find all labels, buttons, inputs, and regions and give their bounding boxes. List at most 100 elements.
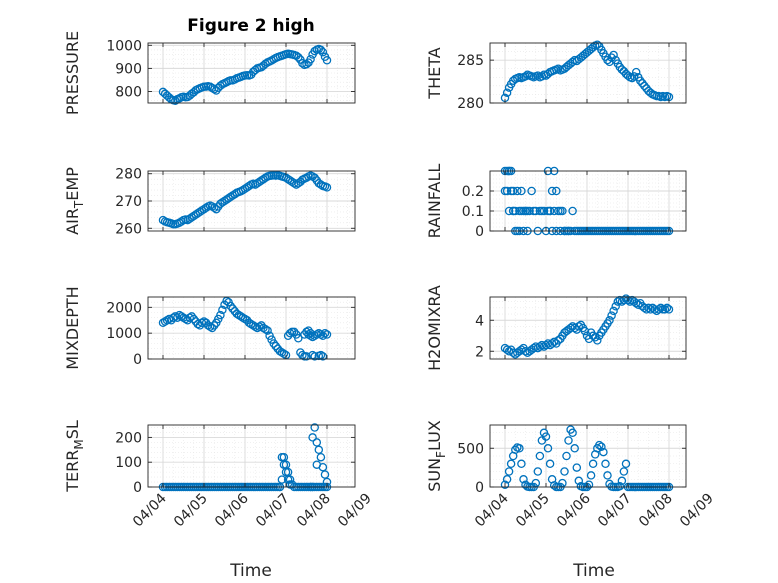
data-point (631, 67, 641, 77)
subplot-h2omixra: 2 4 H2OMIXRA (425, 285, 687, 371)
data-point (580, 326, 590, 336)
y-tick-label: 500 (457, 441, 484, 457)
data-point (302, 173, 311, 183)
data-point (517, 459, 526, 469)
data-point (173, 313, 182, 322)
data-series-theta (500, 40, 674, 103)
data-point (322, 330, 332, 339)
data-point (500, 480, 510, 489)
data-point (627, 73, 637, 83)
x-axis-label-left: Time (229, 561, 272, 581)
data-point (294, 334, 303, 343)
data-point (279, 460, 289, 469)
data-point (508, 348, 518, 358)
data-point (545, 459, 555, 469)
data-point (267, 56, 276, 65)
data-point (310, 46, 319, 56)
data-point (316, 330, 326, 339)
data-point (552, 186, 561, 196)
data-point (621, 459, 631, 469)
data-point (642, 305, 651, 314)
data-point (294, 53, 303, 62)
y-tick-label: 260 (115, 221, 142, 237)
x-axis-label-right: Time (572, 561, 615, 581)
data-point (574, 476, 584, 486)
axes-box (489, 296, 687, 360)
data-point (513, 186, 522, 196)
data-point (504, 467, 514, 476)
data-point (322, 56, 332, 65)
data-point (533, 71, 543, 80)
plot-area (148, 425, 355, 487)
y-tick-label: 0 (133, 352, 142, 368)
data-point (549, 206, 559, 216)
data-point (289, 327, 299, 337)
y-tick-label: 200 (115, 430, 142, 446)
data-point (636, 76, 645, 85)
data-point (615, 481, 625, 491)
data-point (593, 40, 602, 49)
y-tick-label: 100 (115, 455, 142, 471)
data-point (279, 349, 289, 359)
data-point (207, 323, 217, 333)
data-point (261, 325, 270, 334)
data-point (527, 186, 536, 196)
data-point (588, 43, 598, 52)
data-point (263, 326, 272, 335)
y-axis-label: PRESSURE (63, 31, 82, 115)
data-point (588, 459, 598, 469)
data-point (322, 183, 332, 192)
data-point (310, 423, 319, 432)
data-point (312, 460, 322, 469)
data-point (597, 442, 606, 451)
data-point (588, 331, 598, 341)
data-point (185, 313, 194, 322)
data-point (238, 185, 248, 195)
data-point (607, 311, 616, 320)
data-point (554, 64, 563, 73)
data-series-pressure (158, 44, 332, 105)
data-point (623, 295, 633, 305)
data-point (287, 177, 297, 187)
axes-box (147, 42, 356, 104)
data-point (521, 72, 530, 81)
data-point (517, 206, 526, 216)
data-point (281, 467, 291, 477)
data-point (210, 321, 219, 330)
data-point (246, 319, 256, 329)
data-point (502, 186, 512, 196)
data-point (629, 72, 639, 81)
data-point (218, 305, 227, 315)
data-point (318, 352, 328, 361)
data-point (611, 302, 620, 311)
data-point (285, 480, 295, 489)
data-point (228, 304, 237, 313)
data-point (535, 451, 545, 461)
data-point (502, 88, 512, 97)
subplot-pressure: 800 900 1000 PRESSURE (63, 31, 356, 115)
data-point (306, 328, 315, 338)
data-point (640, 81, 649, 91)
data-point (574, 322, 584, 331)
data-point (289, 179, 299, 188)
data-point (226, 192, 235, 202)
data-point (595, 440, 604, 450)
data-point (238, 313, 248, 322)
axes-box (489, 424, 687, 488)
data-point (603, 471, 612, 480)
data-point (205, 322, 215, 331)
data-point (586, 471, 596, 480)
data-point (543, 444, 553, 453)
y-axis-label: AIRTEMP (63, 167, 86, 235)
data-point (556, 206, 565, 216)
data-point (508, 206, 518, 216)
data-point (177, 312, 186, 321)
data-point (619, 467, 629, 476)
data-point (547, 186, 557, 196)
data-point (271, 341, 281, 351)
data-point (201, 203, 211, 213)
data-point (316, 45, 326, 55)
data-point (654, 305, 664, 314)
data-point (177, 217, 186, 226)
data-point (318, 47, 328, 57)
